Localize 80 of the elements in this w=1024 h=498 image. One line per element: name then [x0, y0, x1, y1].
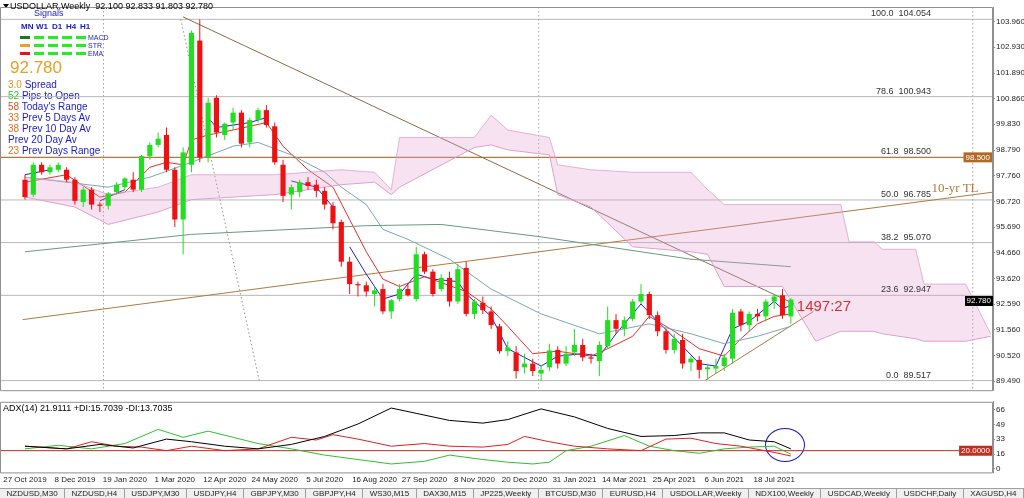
y-tick-label: 98.790 [996, 145, 1022, 155]
annotation: 92.780 [10, 58, 62, 77]
annotation: 38 Prev 10 Day Av [8, 123, 91, 134]
x-tick-label: 8 Dec 2019 [54, 475, 96, 485]
y-tick-label: 92.590 [996, 299, 1022, 309]
x-tick-label: 20 Dec 2020 [501, 475, 548, 485]
y-tick-label: 102.930 [996, 42, 1024, 52]
ref-line-label: 98.500 [965, 152, 991, 162]
annotation: 23 Prev Days Range [8, 145, 101, 156]
text: DAX30,M15 [416, 489, 474, 498]
text: GBPJPY,M30 [243, 489, 307, 498]
annotation: 1497:27 [796, 296, 852, 314]
y-tick-label: 89.490 [996, 376, 1022, 386]
ref-line-label: 23.6 92.947 [880, 284, 931, 295]
annotation: 58 Today's Range [8, 101, 88, 112]
y-tick-label: 16 [996, 449, 1006, 459]
x-tick-label: 1 Mar 2020 [154, 475, 196, 485]
x-tick-label: 19 Jan 2020 [102, 475, 148, 485]
text: EURUSD,H4 [603, 489, 664, 498]
text: USDCHF,Daily [897, 489, 964, 498]
x-tick-label: 5 Jul 2020 [306, 475, 344, 485]
x-tick-label: 16 Aug 2020 [352, 475, 398, 485]
chart-title: USDOLLAR,Weekly 92.100 92.833 91.803 92.780 [10, 0, 213, 11]
annotation: H4 [66, 22, 77, 31]
annotation: Signals [34, 8, 64, 18]
text: NZDUSD,M30 [0, 489, 66, 498]
ref-line-label: 50.0 96.785 [880, 188, 931, 199]
x-tick-label: 18 Jul 2021 [753, 475, 796, 485]
y-tick-label: 100.860 [996, 93, 1024, 103]
y-tick-label: 103.960 [996, 16, 1024, 26]
x-tick-label: 24 May 2020 [251, 475, 299, 485]
text: XAGUSD,H4 [963, 489, 1024, 498]
annotation: 92.780 [964, 296, 993, 306]
text: USDJPY,H4 [187, 489, 244, 498]
y-tick-label: 97.760 [996, 170, 1022, 180]
text: NDX100,Weekly [748, 489, 822, 498]
x-tick-label: 27 Sep 2020 [401, 475, 448, 485]
annotation: D1 [52, 22, 63, 31]
y-tick-label: 90.520 [996, 350, 1022, 360]
annotation: 3.0 Spread [8, 79, 57, 90]
annotation: 52 Pips to Open [8, 90, 80, 101]
text: JP225,Weekly [473, 489, 539, 498]
y-tick-label: 91.560 [996, 325, 1022, 335]
x-tick-label: 27 Oct 2019 [3, 475, 48, 485]
ref-line-label: 38.2 95.070 [880, 231, 931, 242]
ref-line-label: 61.8 98.500 [880, 146, 931, 157]
annotation: W1 [36, 22, 48, 31]
y-tick-label: 99.830 [996, 119, 1022, 129]
y-tick-label: 93.620 [996, 273, 1022, 283]
text: GBPJPY,H4 [306, 489, 364, 498]
y-tick-label: 101.890 [996, 68, 1024, 78]
text: WS30,M15 [363, 489, 417, 498]
ref-line-label: 78.6 100.943 [875, 85, 931, 96]
y-tick-label: 66 [996, 405, 1006, 414]
y-tick-label: 49 [996, 420, 1006, 430]
x-tick-label: 31 Jan 2021 [552, 475, 597, 485]
chart-title: ADX(14) 21.9111 +DI:15.7039 -DI:13.7035 [3, 402, 173, 413]
x-tick-label: 6 Jun 2021 [704, 475, 745, 485]
series-label: 10-yr TL [931, 179, 979, 195]
y-tick-label: 95.690 [996, 222, 1022, 232]
x-tick-label: 14 Mar 2021 [601, 475, 648, 485]
y-tick-label: 94.660 [996, 247, 1022, 257]
annotation: 33 Prev 5 Days Av [8, 112, 91, 123]
text: NZDUSD,H4 [65, 489, 125, 498]
ref-line-label: 0.0 89.517 [885, 369, 931, 380]
x-tick-label: 25 Apr 2021 [652, 475, 697, 485]
text: USDCAD,Weekly [821, 489, 898, 498]
ref-line-label: 100.0 104.054 [870, 8, 931, 19]
ref-line-label: 20.0000 [961, 445, 991, 455]
text: USDJPY,M30 [124, 489, 188, 498]
y-tick-label: 33 [996, 434, 1006, 444]
text: USDOLLAR,Weekly [663, 489, 749, 498]
text: BTCUSD,M30 [538, 489, 604, 498]
annotation: Prev 20 Day Av [8, 134, 77, 145]
x-tick-label: 8 Nov 2020 [454, 475, 496, 485]
y-tick-label: 96.720 [996, 196, 1022, 206]
annotation: MN [21, 22, 34, 31]
y-tick-label: 0 [996, 463, 1001, 473]
x-tick-label: 12 Apr 2020 [203, 475, 247, 485]
annotation: H1 [80, 22, 91, 31]
